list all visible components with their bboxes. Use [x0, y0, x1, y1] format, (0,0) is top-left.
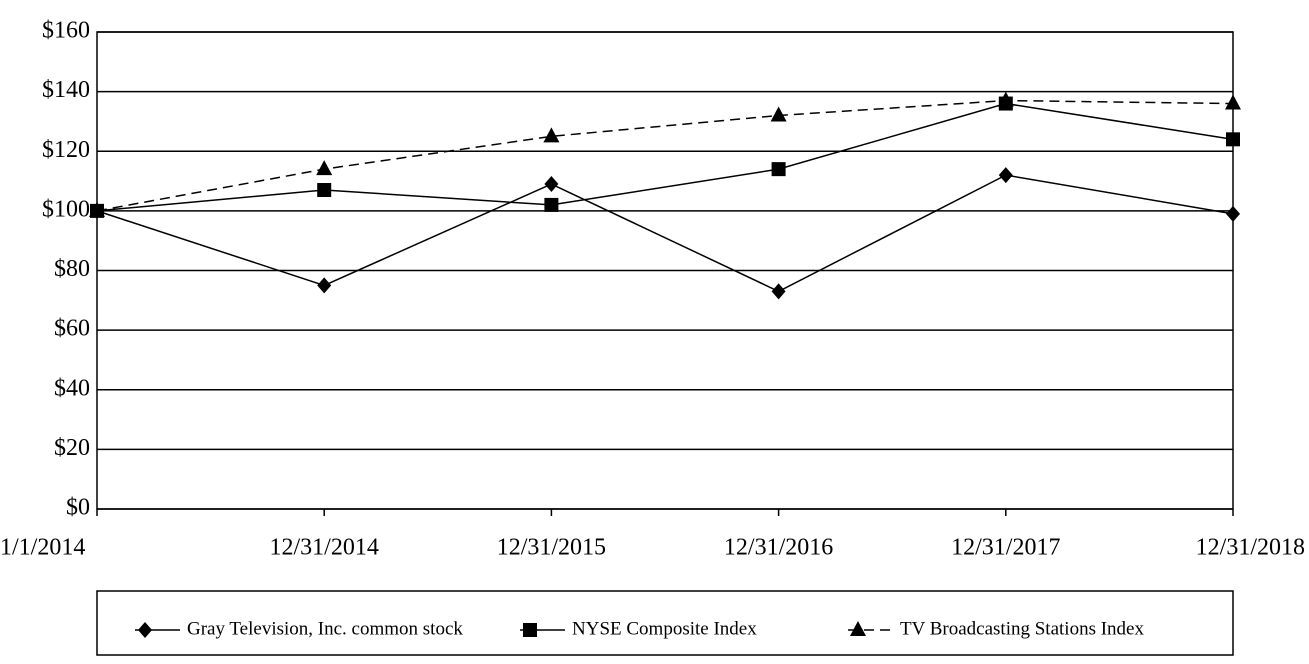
marker	[1226, 132, 1240, 147]
x-tick-label: 1/1/2014	[0, 535, 85, 561]
series-line	[96, 102, 1234, 212]
x-tick-label: 12/31/2017	[951, 535, 1060, 561]
legend-box	[96, 590, 1234, 656]
legend-marker	[850, 621, 866, 636]
y-tick-label: $160	[42, 18, 90, 44]
marker	[544, 176, 559, 193]
y-tick-label: $120	[42, 137, 90, 163]
marker	[997, 91, 1014, 107]
series-line	[96, 174, 1234, 293]
marker	[771, 283, 786, 300]
marker	[771, 162, 786, 177]
legend-marker	[523, 623, 537, 637]
series-line	[96, 99, 1234, 212]
marker	[544, 197, 559, 212]
marker	[770, 106, 787, 122]
plot-border	[96, 31, 1234, 510]
y-tick-label: $20	[54, 435, 90, 461]
marker	[316, 160, 333, 176]
x-tick-label: 12/31/2016	[724, 535, 833, 561]
y-tick-label: $80	[54, 256, 90, 282]
marker	[998, 167, 1013, 184]
marker	[317, 183, 332, 198]
legend-label: Gray Television, Inc. common stock	[187, 618, 463, 639]
y-tick-label: $40	[54, 375, 90, 401]
marker	[1225, 94, 1241, 110]
x-tick-label: 12/31/2018	[1196, 535, 1305, 561]
x-tick-label: 12/31/2014	[270, 535, 379, 561]
marker	[317, 277, 332, 294]
y-tick-label: $140	[42, 77, 90, 103]
marker	[543, 127, 560, 143]
marker	[1226, 205, 1240, 222]
x-tick-label: 12/31/2015	[497, 535, 606, 561]
y-tick-label: $60	[54, 316, 90, 342]
legend-label: NYSE Composite Index	[572, 618, 757, 639]
legend-marker	[138, 622, 152, 638]
y-tick-label: $0	[66, 495, 90, 521]
legend-label: TV Broadcasting Stations Index	[900, 618, 1144, 639]
y-tick-label: $100	[42, 196, 90, 222]
marker	[89, 201, 105, 217]
